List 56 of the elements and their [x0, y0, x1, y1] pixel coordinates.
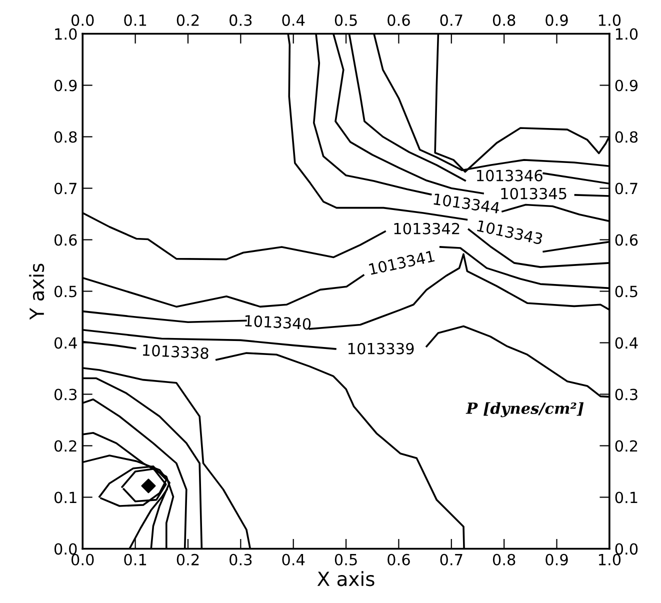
x-tick-label: 0.6	[388, 554, 410, 566]
annotation: 1013340	[245, 314, 311, 330]
x2-tick-label: 0.4	[282, 14, 305, 26]
x-tick-label: 0.4	[282, 554, 305, 566]
x2-tick-label: 0.6	[388, 14, 410, 26]
x2-tick-label: 0.2	[176, 14, 199, 26]
x-tick-label: 1.0	[598, 554, 621, 566]
x-tick-label: 0.7	[440, 554, 462, 566]
x-tick-label: 0.1	[124, 554, 146, 566]
x2-tick-label: 0.9	[546, 14, 568, 26]
y2-tick-label: 0.3	[615, 388, 638, 400]
y2-tick-label: 0.5	[615, 286, 638, 298]
y-tick-label: 0.9	[54, 80, 77, 92]
y2-tick-label: 0.0	[615, 543, 638, 555]
y2-tick-label: 1.0	[616, 28, 638, 40]
x2-tick-label: 0.7	[440, 14, 462, 26]
y-tick-label: 0.5	[54, 286, 76, 298]
x-tick-label: 0.3	[230, 554, 252, 566]
y2-tick-label: 0.7	[615, 182, 638, 194]
y-tick-label: 0.8	[54, 131, 77, 143]
annotation: 1013341	[368, 250, 435, 276]
x2-tick-label: 1.0	[598, 14, 621, 26]
annotation: 1013344	[434, 193, 500, 214]
y2-tick-label: 0.8	[615, 131, 638, 143]
x-tick-label: 0.8	[492, 554, 516, 566]
y2-tick-label: 0.2	[615, 440, 638, 452]
y-tick-label: 0.3	[54, 388, 77, 400]
y-tick-label: 0.7	[54, 182, 76, 194]
annotation: 1013343	[476, 220, 543, 245]
x-tick-label: 0.0	[71, 554, 94, 566]
y-axis-title: Y axis	[29, 264, 44, 320]
x-tick-label: 0.9	[546, 554, 568, 566]
y2-tick-label: 0.6	[615, 234, 638, 246]
y-tick-label: 0.6	[54, 234, 77, 246]
x-tick-label: 0.5	[334, 554, 357, 566]
y-tick-label: 0.0	[54, 543, 77, 555]
annotation: 1013345	[501, 188, 566, 200]
annotation: 1013346	[477, 170, 542, 182]
x2-tick-label: 0.1	[124, 14, 146, 26]
x2-tick-label: 0.0	[71, 14, 94, 26]
y2-tick-label: 0.9	[615, 80, 638, 92]
x-tick-label: 0.2	[176, 554, 199, 566]
y-tick-label: 0.1	[54, 492, 76, 504]
x2-tick-label: 0.3	[230, 14, 252, 26]
annotation: 1013339	[348, 342, 414, 354]
x2-tick-label: 0.5	[334, 14, 357, 26]
x2-tick-label: 0.8	[492, 14, 516, 26]
y-tick-label: 0.4	[54, 337, 77, 349]
y2-tick-label: 0.4	[615, 337, 638, 349]
annotation: P [dynes/cm²]	[466, 402, 584, 418]
y2-tick-label: 0.1	[615, 492, 638, 504]
y-tick-label: 0.2	[54, 440, 76, 452]
annotation: 1013338	[142, 344, 209, 360]
y-tick-label: 1.0	[55, 28, 77, 40]
annotation: 1013342	[394, 222, 460, 234]
x-axis-title: X axis	[317, 571, 374, 586]
